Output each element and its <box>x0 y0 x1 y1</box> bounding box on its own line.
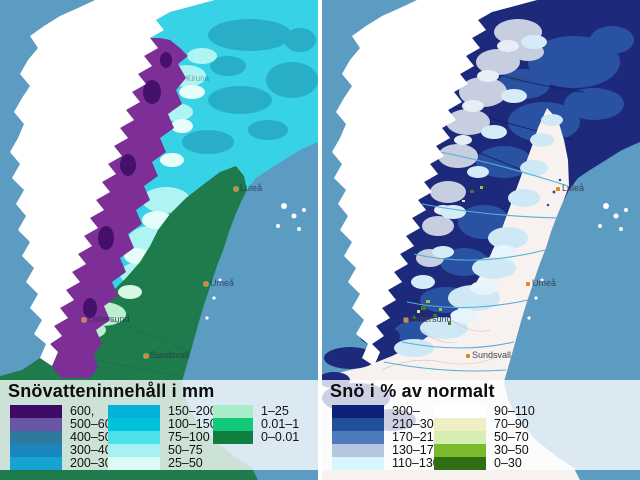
legend-panel-mm: Snövatteninnehåll i mm 600, 500–600 400–… <box>0 380 318 470</box>
legend-label: 1–25 <box>261 404 289 418</box>
city-name: Kiruna <box>508 74 532 83</box>
city-marker-icon <box>204 281 208 286</box>
city-label-sundsvall: Sundsvall <box>466 351 511 360</box>
legend-label: 50–75 <box>168 443 203 457</box>
legend-column-3: 1–25 0.01–1 0–0.01 <box>213 405 299 444</box>
legend-title-percent: Snö i % av normalt <box>330 381 495 401</box>
panel-snow-percent-normal: Kiruna Luleå Umeå Östersund Sundsvall Sn… <box>322 0 640 480</box>
city-label-lulea: Luleå <box>556 184 584 193</box>
city-name: Sundsvall <box>472 350 512 360</box>
legend-swatch <box>213 431 253 444</box>
legend-swatch <box>10 444 62 457</box>
legend-swatch <box>10 405 62 418</box>
legend-label: 200–300 <box>70 456 119 470</box>
legend-label: 400–500 <box>70 430 119 444</box>
legend-label: 25–50 <box>168 456 203 470</box>
city-marker-icon <box>144 353 148 358</box>
legend-swatch <box>213 405 253 418</box>
legend-label: 210–300 <box>392 417 441 431</box>
city-name: Östersund <box>410 314 452 324</box>
legend-swatches <box>213 405 253 444</box>
legend-label: 30–50 <box>494 443 529 457</box>
legend-swatches <box>108 405 160 470</box>
legend-column-1: 300– 210–300 170–210 130–170 110–130 <box>332 405 441 470</box>
legend-column-2: 90–110 70–90 50–70 30–50 0–30 <box>434 405 535 470</box>
city-label-umea: Umeå <box>526 279 556 288</box>
city-label-ostersund: Östersund <box>82 315 130 324</box>
legend-swatch <box>434 431 486 444</box>
legend-label: 0–0.01 <box>261 430 300 444</box>
legend-swatch <box>332 418 384 431</box>
city-marker-icon <box>466 353 470 358</box>
legend-label: 170–210 <box>392 430 441 444</box>
legend-labels: 600, 500–600 400–500 300–400 200–300 <box>70 405 119 470</box>
legend-swatches <box>10 405 62 470</box>
legend-swatch <box>434 418 486 431</box>
legend-labels: 1–25 0.01–1 0–0.01 <box>261 405 299 444</box>
city-marker-icon <box>234 186 238 191</box>
legend-label: 70–90 <box>494 417 529 431</box>
legend-swatch <box>332 444 384 457</box>
legend-labels: 90–110 70–90 50–70 30–50 0–30 <box>494 405 535 470</box>
legend-swatch <box>10 457 62 470</box>
legend-swatch <box>10 418 62 431</box>
city-label-umea: Umeå <box>204 279 234 288</box>
legend-label: 50–70 <box>494 430 529 444</box>
legend-label: 110–130 <box>392 456 440 470</box>
legend-swatch <box>332 457 384 470</box>
city-name: Sundsvall <box>150 350 190 360</box>
legend-swatch <box>332 431 384 444</box>
legend-swatch <box>108 457 160 470</box>
map-snow-percent-normal <box>322 0 640 480</box>
city-name: Umeå <box>210 278 235 288</box>
city-label-kiruna: Kiruna <box>186 74 209 83</box>
city-marker-icon <box>556 186 560 191</box>
legend-title-mm: Snövatteninnehåll i mm <box>8 381 215 401</box>
legend-swatch <box>10 431 62 444</box>
city-name: Kiruna <box>186 74 210 83</box>
legend-label: 0–30 <box>494 456 522 470</box>
legend-swatch <box>108 431 160 444</box>
legend-label: 300– <box>392 404 420 418</box>
city-name: Luleå <box>240 183 263 193</box>
city-marker-icon <box>82 317 86 322</box>
legend-labels: 300– 210–300 170–210 130–170 110–130 <box>392 405 441 470</box>
city-label-ostersund: Östersund <box>404 315 452 324</box>
city-label-lulea: Luleå <box>234 184 262 193</box>
city-name: Östersund <box>88 314 130 324</box>
legend-label: 130–170 <box>392 443 441 457</box>
legend-swatch <box>108 418 160 431</box>
legend-label: 100–150, <box>168 417 221 431</box>
legend-label: 90–110 <box>494 404 535 418</box>
legend-swatch <box>213 418 253 431</box>
city-name: Umeå <box>532 278 557 288</box>
legend-label: 600, <box>70 404 95 418</box>
legend-panel-percent: Snö i % av normalt 300– 210–300 170–210 … <box>322 380 640 470</box>
city-name: Luleå <box>562 183 585 193</box>
legend-column-1: 600, 500–600 400–500 300–400 200–300 <box>10 405 119 470</box>
legend-swatch <box>108 444 160 457</box>
legend-column-2: 150–200 100–150, 75–100 50–75 25–50 <box>108 405 220 470</box>
legend-swatch <box>434 444 486 457</box>
legend-swatches <box>434 405 486 470</box>
legend-swatch <box>434 457 486 470</box>
legend-label: 500–600 <box>70 417 119 431</box>
legend-label: 300–400 <box>70 443 119 457</box>
legend-label: 75–100 <box>168 430 210 444</box>
legend-swatch <box>434 405 486 418</box>
city-marker-icon <box>404 317 408 322</box>
city-marker-icon <box>526 281 530 286</box>
city-label-kiruna: Kiruna <box>508 74 531 83</box>
legend-label: 0.01–1 <box>261 417 300 431</box>
legend-swatch <box>332 405 384 418</box>
legend-label: 150–200 <box>168 404 217 418</box>
city-label-sundsvall: Sundsvall <box>144 351 189 360</box>
legend-swatch <box>108 405 160 418</box>
legend-labels: 150–200 100–150, 75–100 50–75 25–50 <box>168 405 220 470</box>
panel-snow-water-content: Kiruna Luleå Umeå Östersund Sundsvall Sn… <box>0 0 318 480</box>
legend-swatches <box>332 405 384 470</box>
